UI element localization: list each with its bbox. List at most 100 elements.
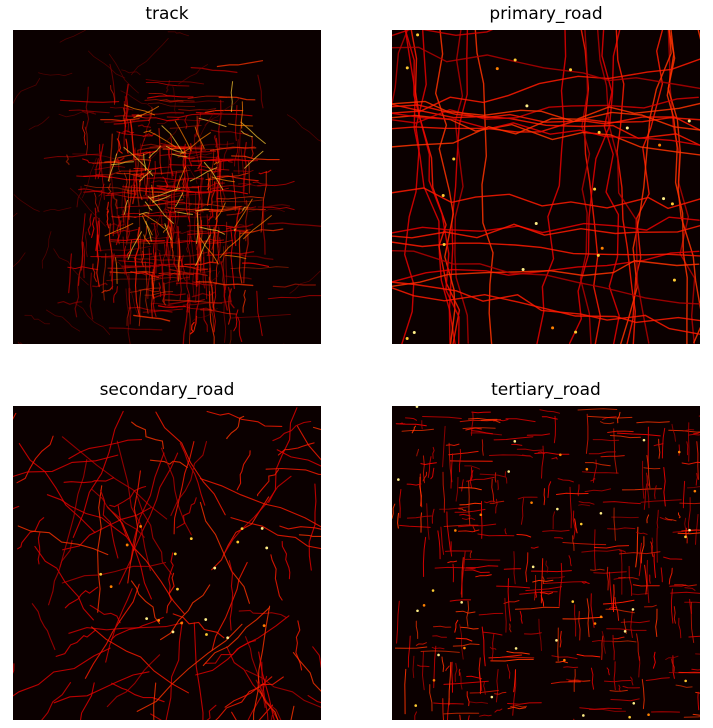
tertiary-road-line (530, 546, 539, 549)
tertiary-road-line (677, 532, 700, 535)
secondary-road-line (16, 435, 54, 484)
tertiary-road-line (445, 665, 450, 672)
tertiary-road-line (534, 452, 570, 455)
tertiary-road-line (638, 542, 642, 577)
primary-road-hotspot (441, 193, 445, 197)
secondary-road-line (84, 583, 140, 679)
tertiary-road-line (494, 472, 497, 483)
track-hot-line (127, 231, 142, 260)
tertiary-road-line (468, 480, 471, 526)
track-line (121, 263, 179, 268)
tertiary-road-line (645, 677, 670, 681)
tertiary-road-line (524, 632, 542, 635)
secondary-road-line (61, 436, 168, 520)
track-line (92, 158, 152, 164)
track-line (233, 169, 254, 173)
track-line (84, 184, 109, 189)
track-hot-line (224, 254, 247, 260)
tertiary-road-line (559, 630, 562, 648)
track-faint-line (204, 97, 241, 126)
track-line (57, 301, 83, 305)
secondary-road-line (13, 505, 20, 510)
track-line (138, 288, 160, 293)
track-line (112, 192, 118, 209)
track-line (196, 205, 242, 213)
tertiary-road-line (443, 680, 489, 685)
tertiary-road-line (601, 635, 604, 660)
secondary-road-line (89, 604, 121, 624)
tertiary-road-line (692, 713, 700, 716)
tertiary-road-line (420, 650, 460, 653)
track-line (109, 63, 116, 104)
secondary-road-line (18, 443, 96, 534)
track-line (182, 300, 233, 306)
track-hot-line (151, 184, 154, 203)
track-line (169, 124, 202, 129)
track-line (237, 118, 242, 175)
primary-road-line (392, 223, 700, 239)
primary-road-hotspot (412, 331, 416, 335)
track-line (188, 305, 191, 344)
track-line (272, 283, 316, 288)
tertiary-road-hotspot (628, 715, 631, 719)
tertiary-road-line (606, 628, 647, 631)
tertiary-road-line (458, 487, 482, 491)
track-line (115, 215, 120, 246)
secondary-road-line (116, 440, 151, 572)
primary-road-line (392, 100, 700, 131)
tertiary-road-line (519, 591, 558, 595)
tertiary-road-line (592, 439, 620, 442)
tertiary-road-line (419, 476, 422, 507)
tertiary-road-line (577, 408, 618, 411)
track-line (226, 210, 244, 216)
track-faint-line (211, 271, 220, 286)
secondary-road-line (55, 629, 97, 657)
tertiary-road-hotspot (582, 714, 585, 717)
tertiary-road-line (613, 507, 616, 541)
tertiary-road-line (503, 600, 520, 604)
tertiary-road-line (646, 514, 650, 524)
tertiary-road-line (459, 672, 463, 690)
tertiary-road-line (503, 568, 522, 570)
panel-title: secondary_road (99, 380, 235, 400)
track-line (132, 240, 194, 244)
track-hot-line (149, 187, 181, 199)
tertiary-road-line (504, 471, 508, 484)
tertiary-road-line (681, 461, 700, 465)
secondary-road-line (165, 620, 183, 720)
track-line (247, 160, 251, 194)
tertiary-road-line (539, 592, 554, 595)
track-hot-line (175, 192, 184, 207)
tertiary-road-line (678, 617, 682, 639)
track-line (222, 141, 229, 170)
tertiary-road-line (675, 684, 693, 688)
track-faint-line (120, 90, 154, 110)
track-line (115, 131, 121, 157)
secondary-road-hotspot (176, 587, 179, 591)
track-line (214, 166, 219, 201)
primary-road-line (392, 96, 699, 124)
secondary-road-line (79, 682, 95, 720)
tertiary-road-line (594, 529, 596, 571)
track-line (143, 114, 151, 141)
tertiary-road-line (461, 479, 464, 492)
tertiary-road-line (684, 587, 696, 591)
track-faint-line (127, 276, 139, 316)
heatmap-secondary-road (13, 406, 321, 720)
track-line (267, 222, 321, 227)
primary-road-line (667, 30, 700, 344)
tertiary-road-line (643, 467, 661, 470)
tertiary-road-line (655, 608, 658, 637)
track-line (220, 261, 228, 311)
tertiary-road-line (479, 473, 506, 478)
track-line (105, 223, 125, 227)
track-line (144, 291, 174, 296)
track-line (130, 271, 159, 278)
tertiary-road-line (616, 432, 661, 437)
track-line (106, 210, 110, 229)
track-line (177, 175, 181, 188)
tertiary-road-line (573, 668, 576, 692)
tertiary-road-line (511, 443, 523, 446)
secondary-road-line (172, 613, 225, 639)
secondary-road-line (41, 682, 72, 720)
